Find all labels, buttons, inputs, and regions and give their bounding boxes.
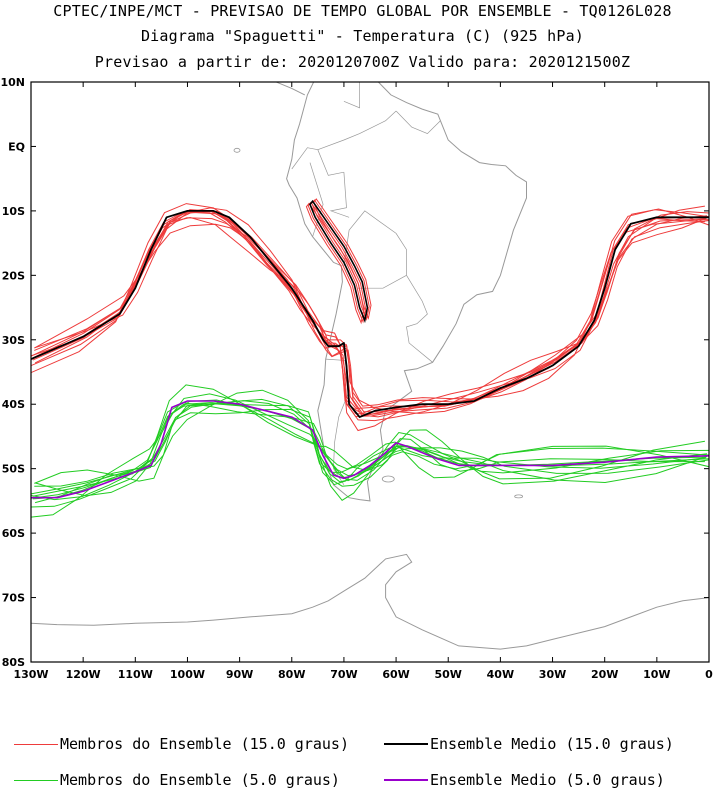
legend-label-members-15: Membros do Ensemble (15.0 graus) bbox=[60, 735, 349, 753]
lat-tick-label: 50S bbox=[2, 463, 25, 476]
lon-tick-label: 100W bbox=[170, 668, 205, 681]
title-line-1: CPTEC/INPE/MCT - PREVISAO DE TEMPO GLOBA… bbox=[53, 2, 672, 20]
lat-tick-label: 80S bbox=[2, 656, 25, 669]
lon-tick-label: 110W bbox=[118, 668, 153, 681]
border-line bbox=[343, 210, 407, 276]
south-america-coast bbox=[286, 82, 527, 502]
galapagos-island bbox=[233, 147, 241, 153]
lon-tick-label: 40W bbox=[487, 668, 514, 681]
lat-tick-label: 70S bbox=[2, 592, 25, 605]
border-line bbox=[329, 172, 350, 218]
lat-tick-label: 20S bbox=[2, 269, 25, 282]
coastline-layer bbox=[31, 0, 709, 650]
member-15-contour bbox=[34, 217, 708, 432]
antarctica-coast bbox=[31, 553, 709, 650]
caribbean-coast bbox=[266, 0, 370, 29]
member-15-contour bbox=[34, 217, 705, 418]
member-15-contour bbox=[34, 215, 708, 422]
title-line-3: Previsao a partir de: 2020120700Z Valido… bbox=[94, 53, 631, 71]
legend-swatch-black bbox=[384, 743, 428, 745]
border-line bbox=[395, 110, 441, 135]
member-15-contour bbox=[31, 209, 709, 418]
lat-tick-label: 30S bbox=[2, 334, 25, 347]
legend-label-mean-5: Ensemble Medio (5.0 graus) bbox=[430, 771, 665, 789]
member-5-contour bbox=[34, 389, 708, 487]
member-15-contour bbox=[31, 203, 709, 414]
lon-tick-label: 80W bbox=[278, 668, 305, 681]
lat-tick-label: EQ bbox=[8, 140, 25, 153]
legend-mean-15: Ensemble Medio (15.0 graus) bbox=[384, 735, 674, 753]
lon-tick-label: 130W bbox=[13, 668, 48, 681]
border-line bbox=[291, 147, 344, 176]
member-5-contour bbox=[31, 403, 709, 499]
border-line bbox=[343, 82, 360, 109]
member-15-andes-contour bbox=[307, 201, 367, 324]
legend-mean-5: Ensemble Medio (5.0 graus) bbox=[384, 771, 665, 789]
member-5-contour bbox=[31, 408, 709, 495]
member-5-contour bbox=[34, 398, 705, 497]
lon-tick-label: 0 bbox=[705, 668, 713, 681]
member-15-andes-contour bbox=[313, 198, 372, 320]
legend-members-5: Membros do Ensemble (5.0 graus) bbox=[14, 771, 340, 789]
legend-label-mean-15: Ensemble Medio (15.0 graus) bbox=[430, 735, 674, 753]
central-america-coast bbox=[275, 82, 306, 96]
border-line bbox=[406, 275, 433, 363]
lon-tick-label: 60W bbox=[382, 668, 409, 681]
member-15-andes-contour bbox=[311, 199, 370, 322]
lon-tick-label: 30W bbox=[539, 668, 566, 681]
title-line-2: Diagrama "Spaguetti" - Temperatura (C) (… bbox=[140, 27, 585, 45]
border-line bbox=[309, 162, 324, 237]
member-5-contour bbox=[34, 402, 708, 501]
lon-tick-label: 120W bbox=[66, 668, 101, 681]
means-layer bbox=[31, 199, 709, 499]
lon-tick-label: 50W bbox=[435, 668, 462, 681]
legend-swatch-green bbox=[14, 779, 58, 781]
plot-frame bbox=[30, 81, 710, 663]
mean-5-line bbox=[31, 400, 709, 499]
falklands-island bbox=[381, 475, 395, 483]
lat-tick-label: 10S bbox=[2, 205, 25, 218]
legend-label-members-5: Membros do Ensemble (5.0 graus) bbox=[60, 771, 340, 789]
lat-tick-label: 40S bbox=[2, 398, 25, 411]
members-15-layer bbox=[31, 198, 709, 432]
lat-tick-label: 60S bbox=[2, 527, 25, 540]
border-line bbox=[317, 110, 397, 151]
legend-swatch-purple bbox=[384, 779, 428, 781]
south-georgia-island bbox=[514, 494, 524, 499]
lon-tick-label: 70W bbox=[330, 668, 357, 681]
legend-members-15: Membros do Ensemble (15.0 graus) bbox=[14, 735, 349, 753]
member-5-contour bbox=[32, 402, 706, 497]
mean-15-line bbox=[31, 210, 709, 418]
member-15-contour bbox=[31, 211, 709, 415]
mean-15-andes-contour bbox=[309, 199, 369, 324]
lon-tick-label: 20W bbox=[591, 668, 618, 681]
lat-tick-label: 10N bbox=[0, 76, 25, 89]
lon-tick-label: 90W bbox=[226, 668, 253, 681]
member-5-contour bbox=[32, 402, 706, 500]
legend-swatch-red bbox=[14, 743, 58, 745]
lon-tick-label: 10W bbox=[643, 668, 670, 681]
